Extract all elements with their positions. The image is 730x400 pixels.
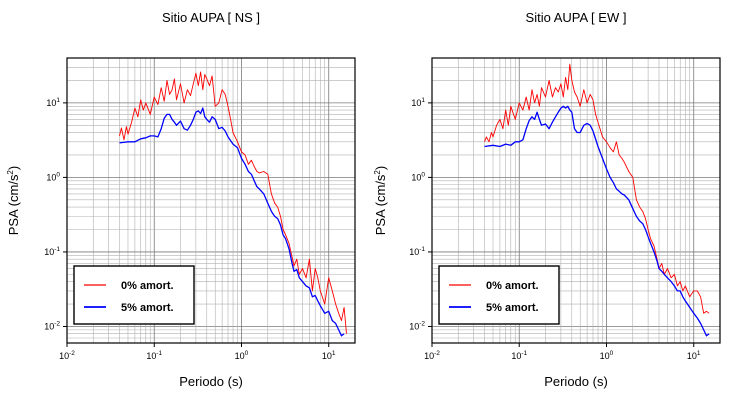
x-tick-base: 10	[424, 351, 434, 361]
y-tick-base: 10	[409, 247, 419, 257]
y-tick-label: 10-1	[409, 246, 425, 257]
x-tick-base: 10	[59, 351, 69, 361]
y-tick-label: 100	[46, 171, 60, 182]
y-axis-label-close: )	[6, 166, 21, 170]
series-line-5pct	[119, 107, 345, 337]
y-tick-label: 101	[46, 97, 60, 108]
plot-frame	[431, 57, 721, 344]
x-tick-base: 10	[687, 351, 697, 361]
plot-frame	[66, 57, 356, 344]
x-tick-label: 10-2	[59, 350, 75, 361]
y-tick-label: 10-2	[44, 320, 60, 331]
y-tick-exp: -2	[419, 320, 425, 327]
legend-label-5pct: 5% amort.	[486, 302, 539, 314]
y-tick-base: 10	[411, 98, 421, 108]
x-tick-exp: 0	[610, 350, 614, 357]
y-tick-base: 10	[411, 172, 421, 182]
chart-title: Sitio AUPA [ NS ]	[162, 10, 260, 25]
x-tick-base: 10	[511, 351, 521, 361]
x-tick-label: 100	[600, 350, 614, 361]
y-axis-label-sup: 2	[373, 170, 382, 175]
y-tick-base: 10	[46, 172, 56, 182]
x-tick-label: 100	[235, 350, 249, 361]
x-tick-exp: -1	[521, 350, 527, 357]
x-tick-label: 101	[687, 350, 701, 361]
x-tick-exp: -1	[156, 350, 162, 357]
x-tick-label: 101	[322, 350, 336, 361]
legend-box	[438, 265, 560, 325]
y-tick-base: 10	[409, 321, 419, 331]
legend-label-5pct: 5% amort.	[121, 302, 174, 314]
y-axis-label-close: )	[373, 166, 388, 170]
legend-box	[73, 265, 195, 325]
legend-label-0pct: 0% amort.	[121, 280, 174, 292]
legend: 0% amort. 5% amort.	[73, 265, 195, 325]
y-tick-label: 100	[411, 171, 425, 182]
y-tick-label: 10-2	[409, 320, 425, 331]
y-tick-exp: -1	[54, 246, 60, 253]
grid	[431, 57, 721, 344]
y-axis-label-main: PSA (cm/s	[6, 174, 21, 235]
y-tick-exp: 0	[56, 171, 60, 178]
x-axis-label: Periodo (s)	[179, 374, 243, 389]
x-tick-exp: -2	[434, 350, 440, 357]
y-tick-label: 10-1	[44, 246, 60, 257]
x-tick-exp: -2	[69, 350, 75, 357]
legend-label-0pct: 0% amort.	[486, 280, 539, 292]
x-tick-base: 10	[322, 351, 332, 361]
y-tick-exp: 1	[421, 97, 425, 104]
x-tick-base: 10	[235, 351, 245, 361]
y-tick-label: 101	[411, 97, 425, 108]
x-tick-base: 10	[146, 351, 156, 361]
y-axis-label: PSA (cm/s2)	[373, 166, 388, 235]
x-tick-label: 10-2	[424, 350, 440, 361]
y-tick-base: 10	[46, 98, 56, 108]
x-tick-exp: 1	[332, 350, 336, 357]
y-tick-exp: -1	[419, 246, 425, 253]
series-line-0pct	[119, 71, 347, 334]
chart-title: Sitio AUPA [ EW ]	[526, 10, 627, 25]
x-tick-label: 10-1	[511, 350, 527, 361]
y-tick-base: 10	[44, 247, 54, 257]
series-line-0pct	[484, 63, 710, 314]
y-tick-exp: 0	[421, 171, 425, 178]
y-tick-exp: -2	[54, 320, 60, 327]
x-tick-label: 10-1	[146, 350, 162, 361]
y-tick-exp: 1	[56, 97, 60, 104]
x-tick-exp: 1	[697, 350, 701, 357]
y-axis-label-main: PSA (cm/s	[373, 174, 388, 235]
series-line-5pct	[484, 105, 710, 337]
y-axis-label: PSA (cm/s2)	[6, 166, 21, 235]
x-axis-label: Periodo (s)	[544, 374, 608, 389]
x-tick-exp: 0	[245, 350, 249, 357]
y-tick-base: 10	[44, 321, 54, 331]
legend: 0% amort. 5% amort.	[438, 265, 560, 325]
x-tick-base: 10	[600, 351, 610, 361]
y-axis-label-sup: 2	[6, 170, 15, 175]
